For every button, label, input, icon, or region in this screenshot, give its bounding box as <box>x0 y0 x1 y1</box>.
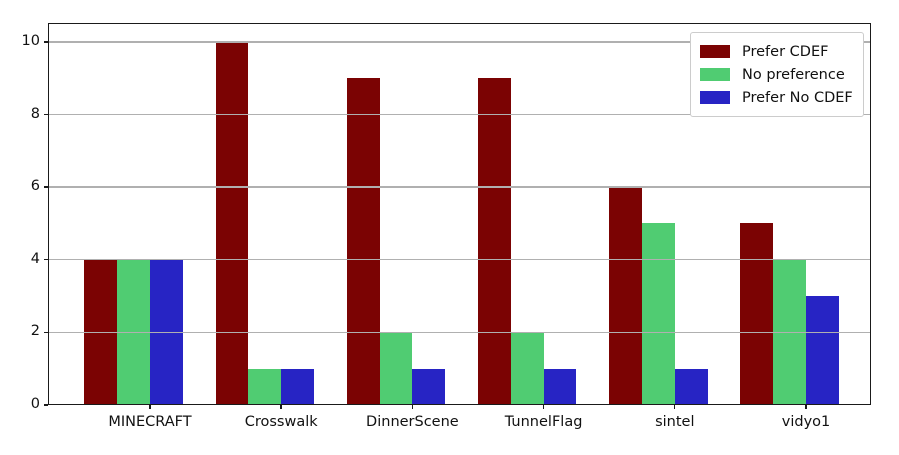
bar-dinnerscene-series2 <box>412 368 446 405</box>
x-tick-vidyo1 <box>805 405 807 409</box>
legend: Prefer CDEF No preference Prefer No CDEF <box>690 32 864 117</box>
y-tick-label-8: 8 <box>30 105 40 122</box>
gridline-y8 <box>48 113 871 116</box>
x-tick-minecraft <box>149 405 151 409</box>
y-tick-label-4: 4 <box>30 250 40 267</box>
gridline-y4 <box>48 259 871 261</box>
bar-crosswalk-series1 <box>248 368 282 405</box>
gridline-y6 <box>48 186 871 188</box>
gridline-y10 <box>48 41 871 43</box>
x-tick-label-crosswalk: Crosswalk <box>244 414 318 430</box>
bar-crosswalk-series0 <box>215 41 249 405</box>
y-tick-10 <box>44 41 48 43</box>
x-tick-label-tunnelflag: TunnelFlag <box>504 414 583 430</box>
x-tick-dinnerscene <box>411 405 414 409</box>
x-tick-label-minecraft: MINECRAFT <box>108 414 192 430</box>
legend-swatch-icon <box>700 91 730 104</box>
legend-label: Prefer No CDEF <box>742 89 853 106</box>
legend-item-2: Prefer No CDEF <box>700 86 853 109</box>
x-tick-sintel <box>674 405 676 409</box>
y-tick-6 <box>44 186 48 188</box>
x-tick-tunnelflag <box>542 405 545 409</box>
legend-label: No preference <box>742 66 845 83</box>
y-tick-label-10: 10 <box>21 32 40 49</box>
bar-dinnerscene-series1 <box>379 332 413 405</box>
y-tick-label-6: 6 <box>30 178 40 195</box>
gridline-y2 <box>48 331 871 334</box>
bar-sintel-series1 <box>642 223 675 405</box>
x-tick-label-sintel: sintel <box>655 414 695 430</box>
bar-tunnelflag-series2 <box>543 368 577 405</box>
bar-vidyo1-series0 <box>740 223 774 405</box>
y-tick-8 <box>44 113 48 116</box>
y-tick-0 <box>44 404 48 406</box>
legend-item-0: Prefer CDEF <box>700 40 853 63</box>
bar-tunnelflag-series1 <box>510 332 544 405</box>
y-tick-label-2: 2 <box>30 323 40 340</box>
legend-swatch-icon <box>700 45 730 58</box>
bar-sintel-series2 <box>674 368 708 405</box>
legend-swatch-icon <box>700 68 730 81</box>
bar-vidyo1-series2 <box>806 296 839 405</box>
y-tick-label-0: 0 <box>30 396 40 412</box>
legend-item-1: No preference <box>700 63 853 86</box>
bar-dinnerscene-series0 <box>346 78 380 405</box>
legend-label: Prefer CDEF <box>742 43 829 60</box>
y-tick-4 <box>44 259 48 261</box>
x-tick-label-dinnerscene: DinnerScene <box>366 414 459 430</box>
bar-sintel-series0 <box>609 187 642 405</box>
x-tick-label-vidyo1: vidyo1 <box>781 414 831 430</box>
x-tick-crosswalk <box>280 405 282 409</box>
y-tick-2 <box>44 331 48 334</box>
bar-crosswalk-series2 <box>281 368 314 405</box>
bar-tunnelflag-series0 <box>477 78 511 405</box>
